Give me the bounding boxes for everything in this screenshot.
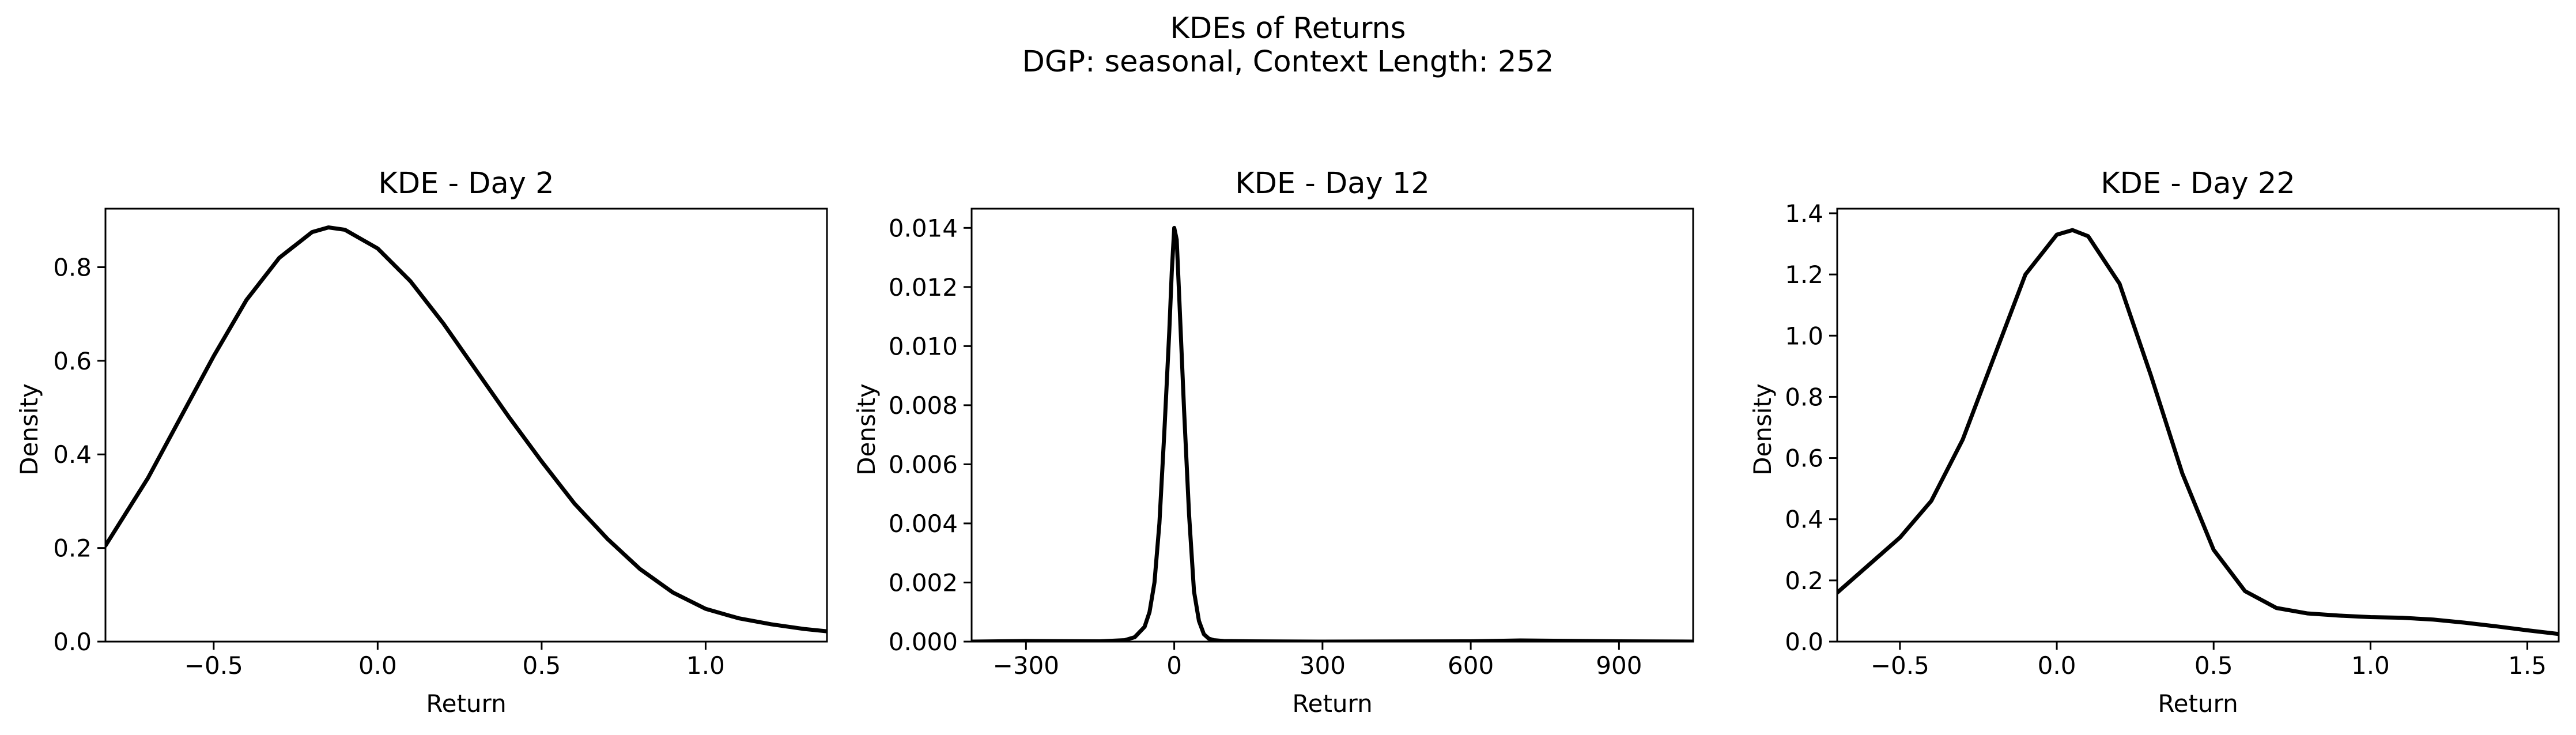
x-tick-label: −0.5 — [184, 651, 243, 680]
y-tick-label: 0.010 — [889, 332, 958, 360]
y-tick-label: 0.2 — [1785, 567, 1823, 595]
x-tick-label: 1.0 — [2351, 651, 2390, 680]
y-tick-label: 0.002 — [889, 568, 958, 597]
figure-title-line1: KDEs of Returns — [1170, 12, 1406, 46]
y-tick-label: 0.012 — [889, 273, 958, 301]
panel-title: KDE - Day 22 — [2101, 167, 2295, 201]
y-tick-label: 1.4 — [1785, 199, 1823, 228]
y-tick-label: 0.6 — [1785, 444, 1823, 473]
x-tick-label: 0.5 — [2194, 651, 2233, 680]
x-tick-label: 900 — [1596, 651, 1642, 680]
figure-title-line2: DGP: seasonal, Context Length: 252 — [1022, 45, 1554, 79]
axes-frame — [1836, 208, 2560, 643]
y-tick-label: 1.0 — [1785, 322, 1823, 350]
y-tick-label: 0.2 — [53, 534, 92, 563]
kde-day-12-panel: KDE - Day 12 Return Density −300 0 300 600 9… — [852, 167, 1694, 718]
x-tick-label: 1.5 — [2508, 651, 2547, 680]
y-tick-label: 0.000 — [889, 628, 958, 656]
y-tick-label: 0.0 — [53, 628, 92, 656]
y-tick-label: 1.2 — [1785, 261, 1823, 289]
y-axis-label: Density — [15, 383, 43, 476]
y-tick-label: 0.0 — [1785, 628, 1823, 656]
x-tick-label: 0.5 — [522, 651, 561, 680]
x-tick-label: 0 — [1166, 651, 1182, 680]
x-tick-label: −300 — [993, 651, 1059, 680]
axes-frame — [970, 208, 1694, 643]
y-tick-label: 0.8 — [53, 253, 92, 281]
kde-day-22-panel: KDE - Day 22 Return Density −0.5 0.0 0.5 1.… — [1748, 167, 2560, 718]
y-axis-label: Density — [1748, 383, 1777, 476]
x-tick-label: 0.0 — [358, 651, 397, 680]
y-tick-label: 0.004 — [889, 510, 958, 538]
y-tick-label: 0.6 — [53, 347, 92, 375]
kde-curve — [105, 225, 827, 634]
x-tick-label: 0.0 — [2038, 651, 2076, 680]
x-axis-label: Return — [426, 689, 506, 718]
x-tick-label: 300 — [1300, 651, 1346, 680]
y-tick-label: 0.006 — [889, 450, 958, 478]
panel-title: KDE - Day 12 — [1235, 167, 1430, 201]
kde-day-2-panel: KDE - Day 2 Return Density −0.5 0.0 0.5 1.0… — [15, 167, 828, 718]
x-axis-label: Return — [2158, 689, 2238, 718]
y-tick-label: 0.4 — [53, 440, 92, 469]
x-tick-label: 600 — [1448, 651, 1494, 680]
y-axis-label: Density — [852, 383, 881, 476]
axes-frame — [104, 208, 828, 643]
kde-curve — [1837, 228, 2559, 636]
x-tick-label: 1.0 — [686, 651, 725, 680]
y-tick-label: 0.014 — [889, 214, 958, 242]
y-tick-label: 0.4 — [1785, 506, 1823, 534]
x-tick-label: −0.5 — [1871, 651, 1929, 680]
y-tick-label: 0.008 — [889, 391, 958, 420]
y-tick-label: 0.8 — [1785, 383, 1823, 411]
x-axis-label: Return — [1292, 689, 1372, 718]
panel-title: KDE - Day 2 — [378, 167, 554, 201]
